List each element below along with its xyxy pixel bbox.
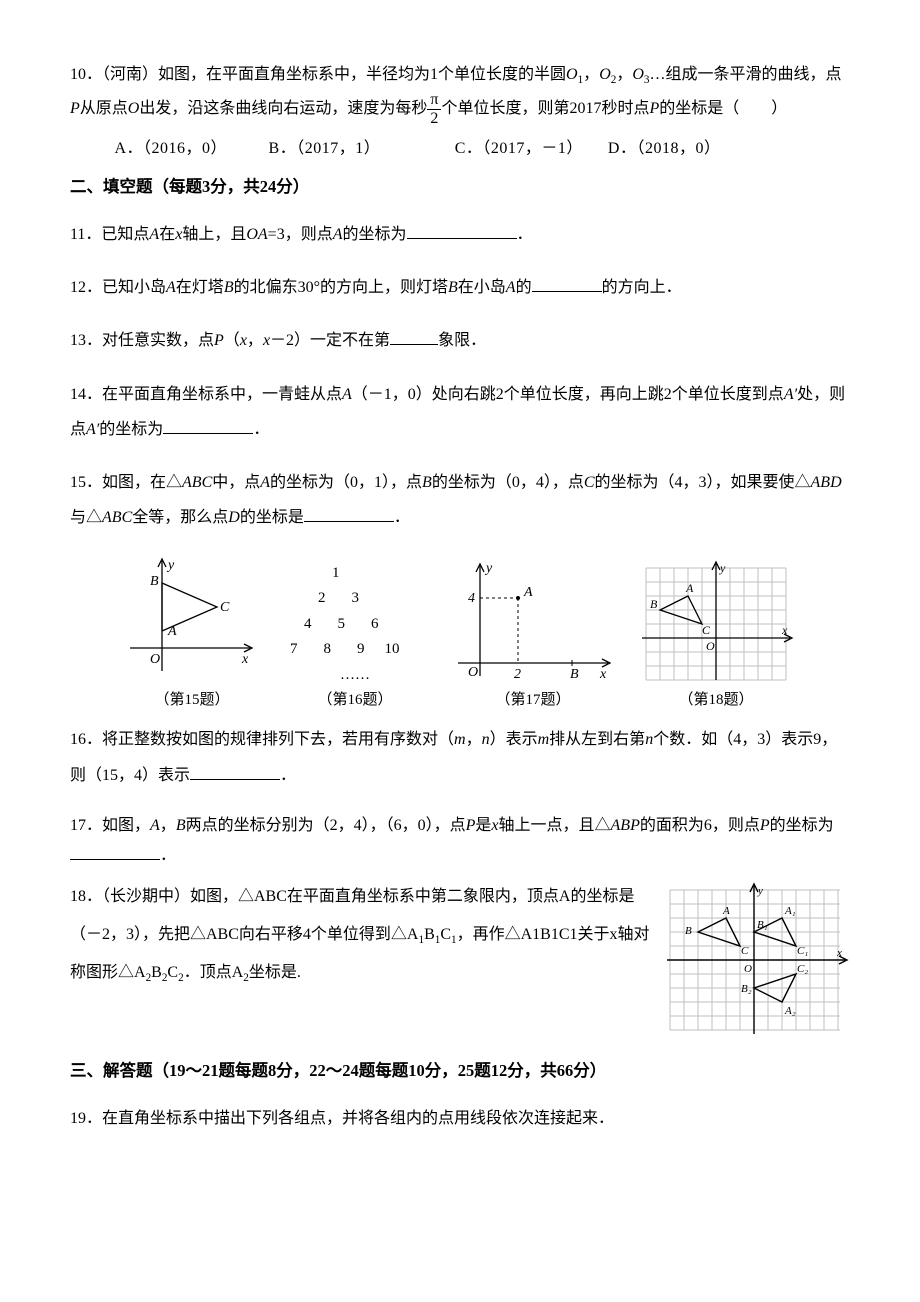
- svg-text:O: O: [744, 963, 752, 975]
- blank: [390, 330, 438, 345]
- q17: 17．如图，A，B两点的坐标分别为（2，4），（6，0），点P是x轴上一点，且△…: [70, 811, 850, 872]
- q15: 15．如图，在△ABC中，点A的坐标为（0，1），点B的坐标为（0，4），点C的…: [70, 465, 850, 535]
- svg-text:B₂: B₂: [741, 983, 752, 995]
- svg-text:y: y: [484, 561, 493, 576]
- q10-stem: 10．（河南）如图，在平面直角坐标系中，半径均为1个单位长度的半圆O1，O2，O…: [70, 60, 850, 128]
- q19: 19．在直角坐标系中描出下列各组点，并将各组内的点用线段依次连接起来．: [70, 1101, 850, 1136]
- figure-15: O y x A B C: [122, 553, 262, 688]
- figure-captions: （第15题） （第16题） （第17题） （第18题）: [122, 688, 850, 712]
- figure-16: 1 23 456 78910 ……: [280, 561, 430, 689]
- svg-text:A₁: A₁: [784, 905, 796, 917]
- q16: 16．将正整数按如图的规律排列下去，若用有序数对（m，n）表示m排从左到右第n个…: [70, 722, 850, 792]
- svg-text:C: C: [220, 600, 230, 615]
- svg-text:y: y: [166, 558, 175, 573]
- section-2-title: 二、填空题（每题3分，共24分）: [70, 170, 850, 203]
- blank: [190, 764, 280, 779]
- svg-text:A: A: [685, 581, 694, 595]
- svg-text:C: C: [741, 945, 749, 957]
- svg-text:x: x: [836, 947, 842, 959]
- section-3-title: 三、解答题（19～21题每题8分，22～24题每题10分，25题12分，共66分…: [70, 1054, 850, 1087]
- q13: 13．对任意实数，点P（x，x－2）一定不在第象限．: [70, 323, 850, 358]
- svg-text:O: O: [150, 652, 160, 667]
- q10-choices: A．（2016，0） B．（2017，1） C．（2017，－1） D．（201…: [70, 134, 850, 164]
- svg-text:2: 2: [514, 667, 521, 682]
- svg-text:O: O: [468, 665, 478, 680]
- svg-text:A: A: [722, 905, 730, 917]
- figure-18: y x O A B C: [636, 558, 796, 688]
- q12: 12．已知小岛A在灯塔B的北偏东30°的方向上，则灯塔B在小岛A的的方向上．: [70, 270, 850, 305]
- blank: [70, 845, 160, 860]
- svg-text:B: B: [570, 667, 579, 682]
- blank: [163, 418, 253, 433]
- q11: 11．已知点A在x轴上，且OA=3，则点A的坐标为．: [70, 217, 850, 252]
- svg-text:B: B: [150, 574, 159, 589]
- svg-text:y: y: [757, 885, 763, 897]
- figure-row: O y x A B C 1 23 456 78910 …… O y x: [122, 553, 850, 688]
- figure-18-right: y x O A B C A₁ B₁ C₁ A₂ B₂ C₂: [665, 882, 850, 1042]
- q14: 14．在平面直角坐标系中，一青蛙从点A（－1，0）处向右跳2个单位长度，再向上跳…: [70, 377, 850, 447]
- svg-text:C: C: [702, 623, 711, 637]
- blank: [407, 224, 517, 239]
- svg-text:B₁: B₁: [757, 919, 768, 931]
- svg-text:C₁: C₁: [797, 945, 808, 957]
- svg-text:y: y: [719, 561, 726, 575]
- svg-text:B: B: [650, 597, 658, 611]
- svg-text:A: A: [523, 585, 533, 600]
- svg-text:x: x: [781, 623, 788, 637]
- svg-text:O: O: [706, 639, 715, 653]
- svg-text:x: x: [241, 652, 249, 667]
- svg-text:A: A: [167, 624, 177, 639]
- blank: [304, 507, 394, 522]
- svg-text:B: B: [685, 925, 692, 937]
- svg-text:C₂: C₂: [797, 963, 808, 975]
- blank: [532, 277, 602, 292]
- figure-17: O y x 4 2 A B: [448, 558, 618, 688]
- svg-text:4: 4: [468, 591, 475, 606]
- svg-text:x: x: [599, 667, 607, 682]
- svg-text:A₂: A₂: [784, 1005, 796, 1017]
